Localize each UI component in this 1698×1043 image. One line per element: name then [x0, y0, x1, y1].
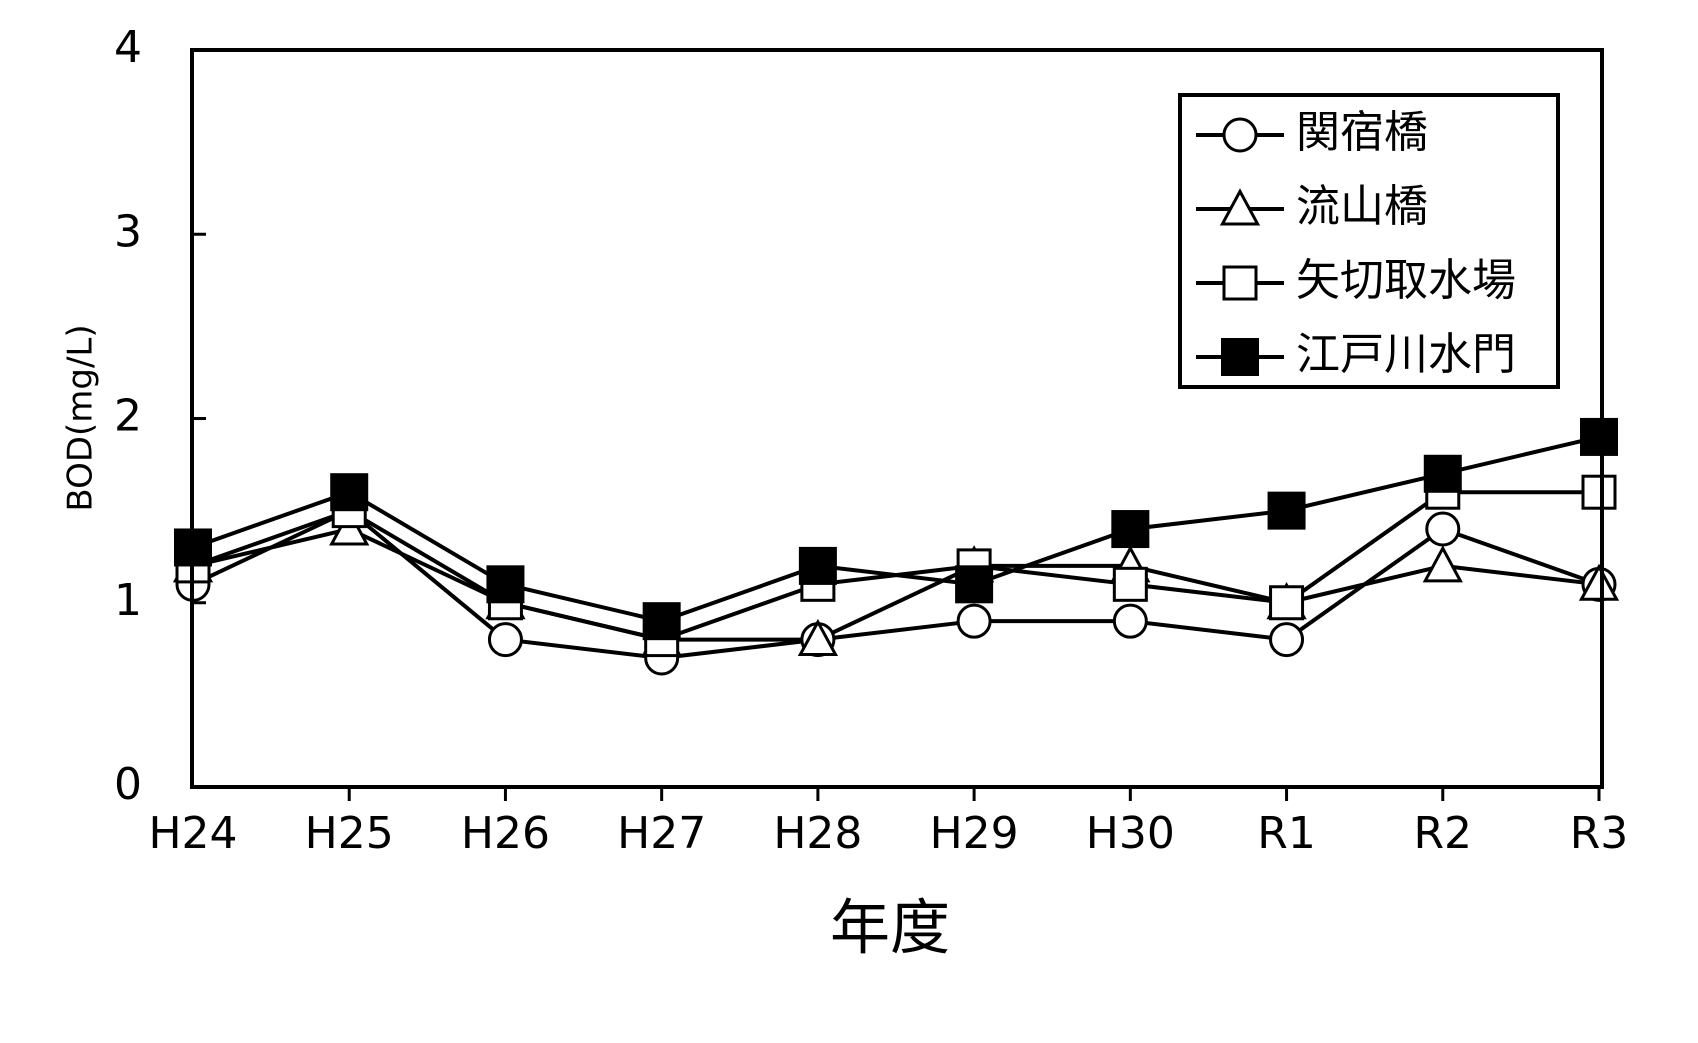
- series-2-point: [1422, 545, 1463, 583]
- y-tick-label: 2: [114, 391, 142, 442]
- x-tick-label: H26: [461, 808, 550, 859]
- series-markers: [172, 417, 1620, 676]
- legend-marker-3: [1222, 265, 1258, 301]
- legend-label-3: 矢切取水場: [1296, 255, 1516, 306]
- series-4-point: [642, 602, 681, 641]
- series-1-point: [956, 603, 992, 639]
- x-tick-labels: H24 H25 H26 H27 H28 H29 H30 R1 R2 R3: [148, 808, 1628, 859]
- series-4-point: [1111, 510, 1150, 549]
- legend-label-4: 江戸川水門: [1296, 329, 1516, 380]
- series-4-point: [486, 565, 525, 604]
- series-2-line: [192, 527, 1600, 642]
- y-tick-label: 4: [114, 22, 142, 73]
- series-3-point: [1581, 474, 1617, 510]
- y-tick-label: 1: [114, 575, 142, 626]
- series-3-point: [1112, 566, 1148, 602]
- series-lines: [192, 434, 1600, 661]
- series-1-point: [1425, 511, 1461, 547]
- x-tick-label: H24: [148, 808, 237, 859]
- y-tick-labels: 0 1 2 3 4: [114, 22, 142, 810]
- series-4-point: [1580, 417, 1618, 456]
- x-tick-label: H27: [617, 808, 706, 859]
- series-2-point: [797, 618, 839, 657]
- x-tick-label: H29: [930, 808, 1019, 859]
- legend-label-2: 流山橋: [1296, 181, 1428, 232]
- y-tick-label: 0: [114, 759, 142, 810]
- series-4-line: [192, 434, 1600, 624]
- series-1-point: [487, 622, 523, 658]
- series-4-point: [330, 473, 369, 512]
- x-tick-label: H30: [1086, 808, 1175, 859]
- x-tick-label: H25: [305, 808, 394, 859]
- x-tick-label: R2: [1413, 808, 1472, 859]
- series-3-point: [1269, 585, 1305, 621]
- y-axis-title: BOD(mg/L): [61, 324, 101, 511]
- legend-marker-1: [1222, 117, 1258, 153]
- plot-area-frame: [190, 48, 1604, 789]
- x-tick-label: R1: [1257, 808, 1316, 859]
- axis-ticks: [192, 48, 1601, 801]
- series-2-point: [1578, 563, 1620, 601]
- x-tick-label: R3: [1570, 808, 1629, 859]
- x-axis-title: 年度: [830, 894, 950, 964]
- series-4-point: [955, 565, 994, 604]
- legend-label-1: 関宿橋: [1296, 107, 1428, 158]
- legend-marker-2: [1219, 188, 1261, 226]
- series-4-point: [1267, 491, 1306, 530]
- y-tick-label: 3: [114, 206, 142, 257]
- series-1-point: [1269, 622, 1305, 658]
- series-4-point: [1423, 454, 1462, 493]
- series-4-point: [798, 546, 837, 585]
- series-1-point: [1112, 603, 1148, 639]
- legend-marker-4: [1221, 338, 1259, 376]
- x-tick-label: H28: [773, 808, 862, 859]
